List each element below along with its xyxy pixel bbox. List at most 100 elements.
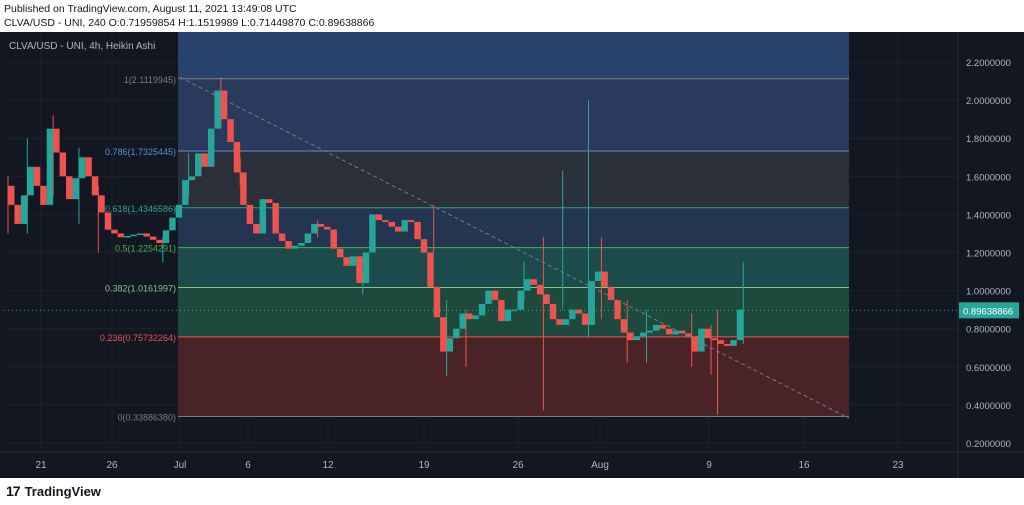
ohlc-header: CLVA/USD - UNI, 240 O:0.71959854 H:1.151… (4, 17, 375, 29)
candle-body (20, 195, 28, 224)
fib-zone (178, 78, 849, 152)
candle-body (124, 235, 131, 238)
candle-body (330, 229, 337, 249)
candle-body (453, 328, 460, 339)
candle-body (220, 90, 228, 120)
y-tick-label: 1.8000000 (966, 134, 1011, 145)
candle-body (14, 204, 21, 224)
candle-body (207, 128, 215, 167)
candle-body (336, 248, 344, 258)
candle-body (278, 233, 286, 242)
candle-body (594, 271, 602, 282)
candle-body (627, 332, 634, 341)
candle-body (685, 333, 692, 337)
candle-body (691, 336, 699, 352)
fib-level-label: 0.618(1.4346586) (105, 204, 176, 214)
x-tick-label: 19 (418, 460, 430, 471)
candle-body (549, 303, 557, 320)
candle-body (536, 284, 544, 295)
last-price-label: 0.89638866 (963, 306, 1013, 317)
candle-body (72, 178, 79, 200)
y-tick-label: 0.4000000 (966, 401, 1011, 412)
tradingview-logo-icon: 17 (6, 483, 21, 499)
candle-body (130, 234, 137, 237)
candle-body (614, 300, 621, 320)
candle-body (575, 309, 583, 314)
candle-body (414, 222, 421, 240)
candle-body (356, 256, 363, 283)
fib-zone (178, 247, 849, 288)
candle-body (169, 217, 176, 231)
candle-body (401, 220, 408, 232)
candle-body (491, 290, 499, 301)
candle-body (556, 319, 563, 325)
x-tick-label: 26 (106, 460, 118, 471)
candle-body (730, 340, 737, 346)
candle-body (607, 286, 615, 301)
candle-body (195, 153, 202, 177)
fib-level-label: 0.5(1.2254291) (115, 244, 176, 254)
candle-body (8, 185, 15, 205)
x-tick-label: Jul (174, 460, 187, 471)
fib-level-label: 0(0.33886380) (117, 413, 176, 423)
candle-body (711, 338, 718, 341)
candle-body (633, 336, 641, 341)
candle-body (640, 332, 647, 337)
candle-body (182, 180, 189, 205)
candle-body (446, 338, 454, 352)
trendline[interactable] (179, 76, 850, 419)
candle-body (53, 128, 60, 153)
chart-svg[interactable]: 1(2.1119945) 0.786(1.7325445) 0.618(1.4346… (0, 32, 1024, 478)
candle-body (375, 214, 383, 221)
candle-body (678, 330, 686, 334)
candle-body (388, 222, 395, 227)
candle-body (395, 226, 402, 232)
candle-body (253, 223, 260, 234)
candle-body (233, 142, 241, 173)
candle-body (98, 195, 105, 213)
candle-body (427, 252, 434, 287)
candle-body (227, 119, 234, 143)
price-chart[interactable]: 1(2.1119945) 0.786(1.7325445) 0.618(1.4346… (0, 32, 1024, 478)
candle-body (33, 166, 41, 186)
y-tick-label: 2.0000000 (966, 96, 1011, 107)
candle-body (298, 242, 305, 246)
brand-name: TradingView (24, 483, 101, 499)
fib-zone (178, 207, 849, 248)
x-tick-label: 26 (512, 460, 524, 471)
candle-body (524, 279, 531, 291)
last-price-badge (959, 302, 1019, 319)
candle-body (517, 290, 524, 310)
candle-body (543, 294, 550, 304)
x-tick-label: 12 (322, 460, 334, 471)
candle-body (362, 252, 370, 283)
candle-body (440, 317, 447, 352)
candle-body (266, 199, 273, 203)
candle-body (653, 324, 660, 331)
candle-body (85, 157, 92, 177)
candle-body (601, 271, 608, 287)
symbol-legend: CLVA/USD - UNI, 4h, Heikin Ashi (9, 41, 156, 52)
candle-body (175, 204, 183, 218)
candle-body (620, 319, 628, 333)
candle-body (343, 257, 350, 266)
x-tick-label: 16 (798, 460, 810, 471)
candle-body (407, 220, 415, 223)
candle-body (433, 286, 441, 318)
candle-body (40, 185, 47, 205)
candle-body (317, 223, 325, 227)
candle-body (117, 233, 125, 238)
y-tick-label: 1.0000000 (966, 287, 1011, 298)
candle-body (272, 202, 279, 234)
candle-body (504, 309, 512, 322)
candle-body (201, 153, 208, 167)
candle-body (498, 300, 505, 322)
candle-body (717, 340, 724, 344)
y-tick-label: 1.4000000 (966, 210, 1011, 221)
candle-body (259, 199, 266, 234)
fib-zone (178, 151, 849, 208)
candle-body (214, 90, 221, 129)
candle-body (46, 128, 54, 205)
candle-body (240, 172, 247, 205)
y-tick-label: 0.6000000 (966, 363, 1011, 374)
